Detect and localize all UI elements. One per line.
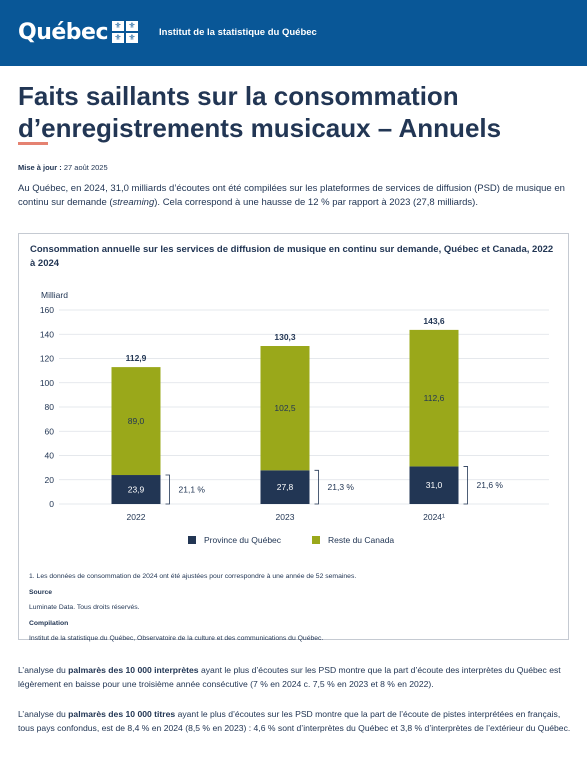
share-annotation: 21,1 % — [179, 485, 206, 495]
fleur-de-lis-glyph: ⚜ — [126, 33, 138, 43]
data-label-rest-canada: 112,6 — [424, 393, 445, 403]
legend-item-quebec: Province du Québec — [188, 535, 281, 545]
p1-bold: palmarès des 10 000 interprètes — [68, 665, 199, 675]
y-tick-label: 60 — [45, 426, 55, 436]
bar-quebec — [111, 475, 161, 504]
x-tick-label: 2022 — [127, 512, 146, 522]
p1-text-a: L’analyse du — [18, 665, 69, 675]
title-underline — [18, 142, 48, 145]
intro-paragraph: Au Québec, en 2024, 31,0 milliards d’éco… — [18, 182, 573, 209]
compilation-text: Institut de la statistique du Québec, Ob… — [29, 635, 324, 642]
bar-quebec — [260, 470, 310, 504]
total-label: 130,3 — [274, 332, 296, 342]
y-tick-label: 160 — [40, 305, 54, 315]
legend-label-quebec: Province du Québec — [204, 535, 282, 545]
bar-rest-canada — [409, 329, 459, 467]
chart-panel: Consommation annuelle sur les services d… — [18, 233, 570, 642]
footnote: 1. Les données de consommation de 2024 o… — [29, 573, 357, 580]
paragraph-interpretes: L’analyse du palmarès des 10 000 interpr… — [18, 663, 573, 691]
p1-text-c: ayant le plus d’écoutes sur les PSD mont… — [18, 665, 561, 689]
chart-legend: Province du Québec Reste du Canada — [19, 535, 570, 549]
legend-label-rest-canada: Reste du Canada — [328, 535, 395, 545]
data-label-quebec: 31,0 — [426, 480, 443, 490]
institute-name-link[interactable]: Institut de la statistique du Québec — [159, 27, 317, 38]
legend-item-rest-canada: Reste du Canada — [312, 535, 394, 545]
p2-text-a: L’analyse du — [18, 709, 69, 719]
bar-rest-canada — [260, 346, 310, 471]
y-axis-label: Milliard — [41, 290, 68, 300]
share-bracket — [314, 469, 319, 505]
page-title: Faits saillants sur la consommation d’en… — [18, 81, 502, 143]
bar-chart: Milliard 0 20 40 60 80 100 120 140 160 23,9 89,0 112… — [40, 290, 549, 522]
y-tick-label: 120 — [40, 354, 54, 364]
total-label: 112,9 — [126, 353, 147, 363]
header-bar: Québec ⚜ ⚜ ⚜ ⚜ Institut de la statistiqu… — [0, 0, 587, 66]
y-tick-label: 140 — [40, 329, 54, 339]
y-tick-label: 0 — [49, 499, 54, 509]
y-tick-label: 100 — [40, 378, 54, 388]
y-tick-label: 80 — [45, 402, 55, 412]
data-label-quebec: 27,8 — [277, 482, 294, 492]
legend-swatch-rest-canada — [312, 536, 320, 544]
logo-wordmark: Québec — [18, 19, 109, 45]
x-tick-label: 2023 — [276, 512, 295, 522]
total-label: 143,6 — [423, 316, 445, 326]
p2-text-c: ayant le plus d’écoutes sur les PSD mont… — [18, 709, 571, 733]
chart-notes: 1. Les données de consommation de 2024 o… — [29, 569, 559, 647]
fleur-de-lis-glyph: ⚜ — [112, 33, 124, 43]
fleur-de-lis-icon: ⚜ ⚜ ⚜ ⚜ — [112, 21, 138, 43]
x-tick-label: 2024¹ — [423, 512, 445, 522]
bar-rest-canada — [111, 367, 161, 476]
compilation-label: Compilation — [29, 619, 69, 627]
data-label-rest-canada: 102,5 — [274, 403, 296, 413]
source-label: Source — [29, 588, 53, 596]
update-label: Mise à jour : — [18, 163, 62, 172]
source-text: Luminate Data. Tous droits réservés. — [29, 604, 140, 611]
update-line: Mise à jour : 27 août 2025 — [18, 163, 108, 172]
legend-swatch-quebec — [188, 536, 196, 544]
update-date: 27 août 2025 — [63, 163, 108, 172]
share-bracket — [165, 474, 170, 505]
paragraph-titres: L’analyse du palmarès des 10 000 titres … — [18, 707, 573, 735]
fleur-de-lis-glyph: ⚜ — [126, 21, 138, 31]
intro-text-2: ). Cela correspond à une hausse de 12 % … — [154, 196, 478, 208]
bar-quebec — [409, 466, 459, 504]
data-label-quebec: 23,9 — [128, 485, 145, 495]
y-tick-label: 40 — [45, 451, 55, 461]
share-bracket — [463, 466, 468, 505]
data-label-rest-canada: 89,0 — [128, 416, 145, 426]
quebec-logo[interactable]: Québec ⚜ ⚜ ⚜ ⚜ — [18, 17, 138, 47]
share-annotation: 21,3 % — [328, 482, 355, 492]
intro-italic: streaming — [112, 196, 155, 208]
p2-bold: palmarès des 10 000 titres — [68, 709, 176, 719]
fleur-de-lis-glyph: ⚜ — [112, 21, 124, 31]
share-annotation: 21,6 % — [477, 480, 504, 490]
chart-title: Consommation annuelle sur les services d… — [30, 244, 554, 269]
y-tick-label: 20 — [45, 475, 55, 485]
intro-text-1: Au Québec, en 2024, 31,0 milliards d’éco… — [18, 183, 565, 208]
